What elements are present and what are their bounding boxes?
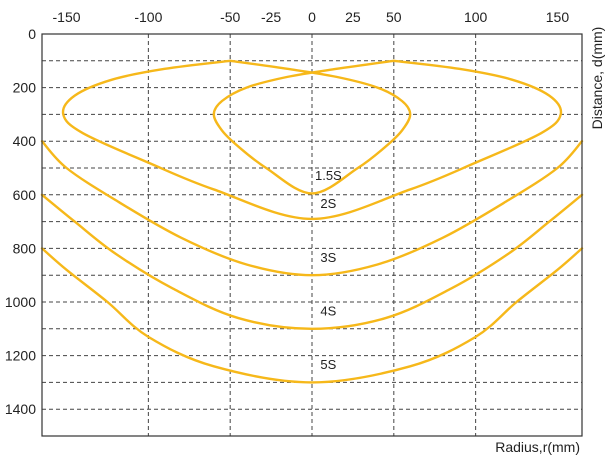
y-tick-label: 600	[13, 187, 37, 203]
series-line-3s	[40, 140, 584, 277]
series-label: 1.5S	[315, 168, 342, 183]
y-tick-label: 0	[28, 26, 36, 42]
y-tick-label: 1200	[5, 348, 36, 364]
y-tick-label: 1400	[5, 401, 36, 417]
series-label-layer: 1.5S 2S 3S 4S 5S	[315, 168, 342, 372]
x-axis-title: Radius,r(mm)	[495, 439, 580, 455]
series-line-1-5s	[212, 59, 412, 195]
y-tick-label: 1000	[5, 294, 36, 310]
curve-layer	[40, 59, 584, 384]
grid-layer	[42, 34, 582, 436]
series-label: 2S	[320, 196, 336, 211]
y-tick-label: 800	[13, 240, 37, 256]
series-line-4s	[40, 193, 584, 331]
x-tick-label: -25	[261, 9, 281, 25]
x-tick-label: 150	[546, 9, 570, 25]
y-axis-title: Distance, d(mm)	[589, 27, 605, 130]
x-tick-label: -150	[53, 9, 81, 25]
x-tick-label: -100	[134, 9, 162, 25]
x-tick-label: 100	[464, 9, 488, 25]
series-label: 5S	[320, 357, 336, 372]
y-tick-layer: 0 200 400 600 800 1000 1200 1400	[5, 26, 36, 417]
x-tick-layer: -150 -100 -50 -25 0 25 50 100 150	[53, 9, 570, 25]
y-tick-label: 200	[13, 80, 37, 96]
plot-frame	[41, 33, 583, 437]
y-tick-label: 400	[13, 133, 37, 149]
x-tick-label: 25	[345, 9, 361, 25]
series-label: 3S	[320, 250, 336, 265]
series-label: 4S	[320, 303, 336, 318]
x-tick-label: -50	[220, 9, 240, 25]
series-line-5s	[40, 247, 584, 384]
x-tick-label: 50	[386, 9, 402, 25]
series-line-2s	[61, 59, 563, 221]
x-tick-label: 0	[308, 9, 316, 25]
